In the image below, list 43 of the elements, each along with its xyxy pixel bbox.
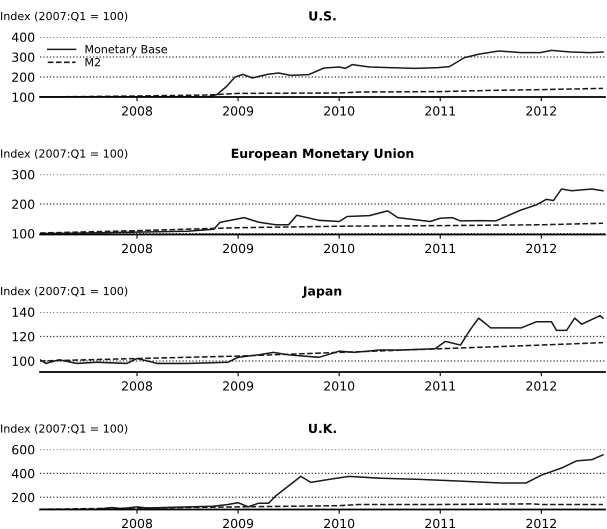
y-tick-label: 400 bbox=[12, 468, 34, 478]
x-tick-label: 2008 bbox=[122, 106, 152, 116]
x-tick-label: 2008 bbox=[122, 381, 152, 391]
x-tick-label: 2011 bbox=[425, 518, 455, 528]
y-tick-label: 200 bbox=[12, 72, 34, 82]
chart-title: European Monetary Union bbox=[232, 148, 414, 161]
chart-title: U.K. bbox=[308, 424, 336, 434]
x-tick-label: 2009 bbox=[223, 381, 254, 391]
legend-label: M2 bbox=[86, 58, 100, 66]
y-tick-label: 200 bbox=[12, 492, 34, 502]
y-axis-title: Index (2007:Q1 = 100) bbox=[1, 149, 128, 160]
x-tick-label: 2010 bbox=[324, 244, 354, 254]
legend-label: Monetary Base bbox=[86, 45, 168, 56]
y-tick-label: 600 bbox=[12, 444, 34, 454]
y-tick-label: 100 bbox=[12, 92, 34, 102]
x-tick-label: 2011 bbox=[425, 106, 455, 116]
x-tick-label: 2009 bbox=[223, 518, 254, 528]
y-tick-label: 200 bbox=[12, 200, 34, 209]
y-tick-label: 400 bbox=[12, 32, 34, 42]
x-tick-label: 2008 bbox=[122, 244, 152, 254]
x-tick-label: 2009 bbox=[223, 244, 254, 254]
x-tick-label: 2012 bbox=[526, 381, 556, 391]
y-tick-label: 120 bbox=[12, 332, 34, 342]
y-tick-label: 100 bbox=[12, 229, 34, 239]
y-tick-label: 300 bbox=[12, 170, 34, 180]
y-tick-label: 300 bbox=[12, 52, 34, 62]
x-tick-label: 2012 bbox=[526, 518, 556, 528]
x-tick-label: 2012 bbox=[526, 244, 556, 254]
y-tick-label: 140 bbox=[12, 307, 34, 317]
y-axis-title: Index (2007:Q1 = 100) bbox=[1, 286, 128, 297]
x-tick-label: 2011 bbox=[425, 381, 455, 391]
x-tick-label: 2011 bbox=[425, 244, 455, 254]
x-tick-label: 2010 bbox=[324, 381, 354, 391]
x-tick-label: 2008 bbox=[122, 518, 152, 528]
y-tick-label: 100 bbox=[12, 356, 34, 366]
x-tick-label: 2012 bbox=[526, 106, 556, 116]
y-axis-title: Index (2007:Q1 = 100) bbox=[1, 12, 128, 22]
x-tick-label: 2009 bbox=[223, 106, 254, 116]
chart-title: Japan bbox=[302, 286, 342, 298]
y-axis-title: Index (2007:Q1 = 100) bbox=[1, 424, 128, 434]
chart-title: U.S. bbox=[309, 11, 336, 21]
x-tick-label: 2010 bbox=[324, 518, 354, 528]
x-tick-label: 2010 bbox=[324, 106, 354, 116]
